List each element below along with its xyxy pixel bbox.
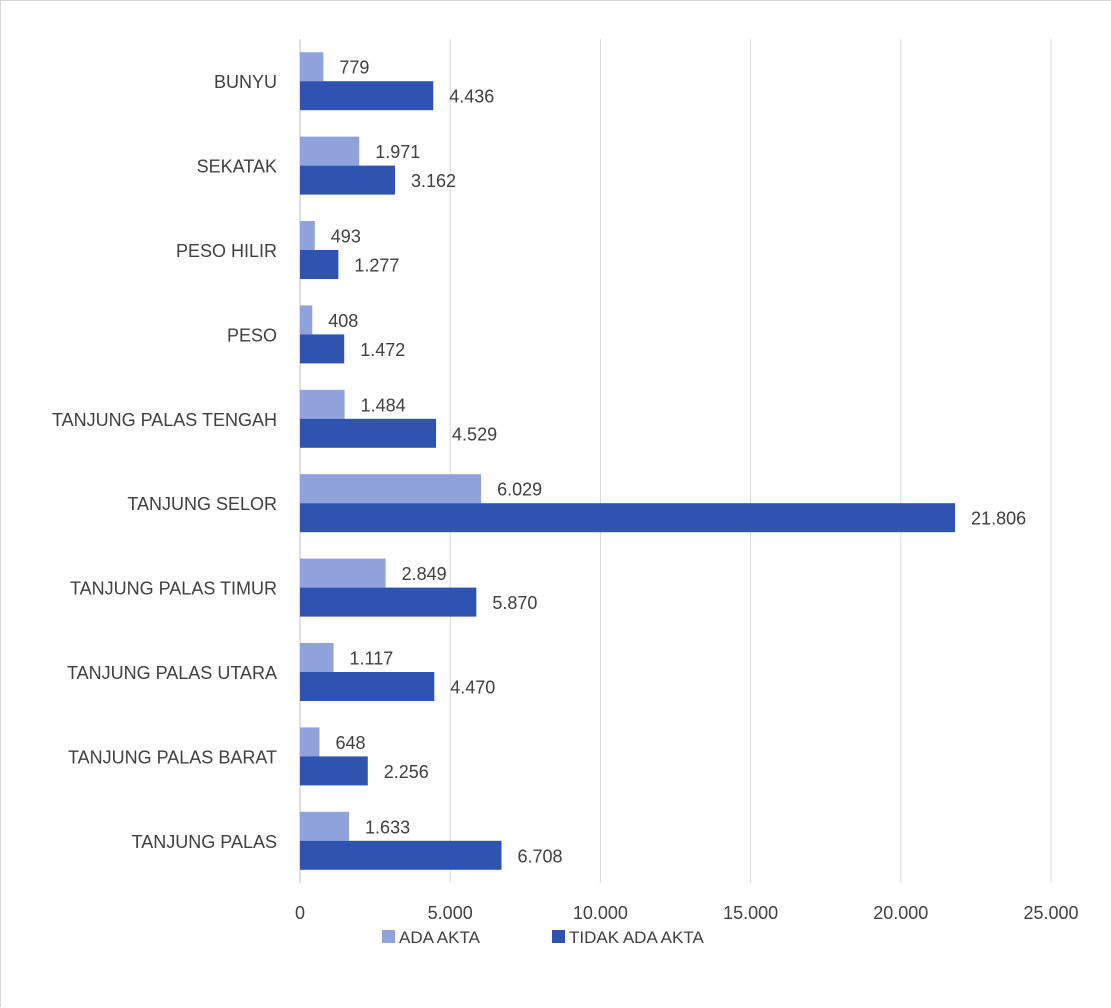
bar-tidak-ada-akta — [300, 418, 437, 448]
data-label: 4.470 — [450, 678, 495, 698]
data-label: 1.484 — [361, 395, 406, 415]
x-tick-label: 10.000 — [573, 903, 628, 923]
bar-tidak-ada-akta — [300, 503, 956, 533]
bar-tidak-ada-akta — [300, 840, 502, 870]
x-axis-ticks: 0 5.000 10.000 15.000 20.000 25.000 — [295, 903, 1079, 923]
data-label: 4.529 — [452, 424, 497, 444]
bar-ada-akta — [300, 474, 482, 504]
category-labels: BUNYU SEKATAK PESO HILIR PESO TANJUNG PALAS … — [52, 72, 277, 852]
bar-ada-akta — [300, 558, 386, 588]
data-label: 6.708 — [518, 846, 563, 866]
legend-swatch-ada-akta — [382, 930, 395, 943]
data-label: 648 — [335, 733, 365, 753]
bar-tidak-ada-akta — [300, 587, 477, 617]
data-label: 1.117 — [350, 649, 394, 669]
category-label: PESO HILIR — [176, 241, 277, 261]
category-label: TANJUNG PALAS BARAT — [68, 747, 277, 767]
bar-tidak-ada-akta — [300, 165, 395, 195]
category-label: SEKATAK — [197, 157, 277, 177]
legend: ADA AKTA TIDAK ADA AKTA — [382, 928, 704, 947]
bar-ada-akta — [300, 221, 315, 250]
data-label: 1.472 — [360, 340, 405, 360]
category-label: TANJUNG PALAS — [132, 832, 277, 852]
category-label: TANJUNG PALAS TIMUR — [70, 579, 277, 599]
bar-ada-akta — [300, 727, 320, 757]
bars — [300, 52, 956, 870]
bar-tidak-ada-akta — [300, 250, 339, 279]
x-tick-label: 20.000 — [873, 903, 928, 923]
data-label: 6.029 — [497, 480, 542, 500]
legend-label: ADA AKTA — [399, 928, 481, 947]
bar-tidak-ada-akta — [300, 81, 434, 111]
category-label: BUNYU — [214, 72, 277, 92]
data-label: 1.633 — [365, 817, 410, 837]
legend-swatch-tidak-ada-akta — [552, 930, 565, 943]
data-label: 21.806 — [971, 509, 1026, 529]
data-label: 1.277 — [354, 256, 399, 276]
data-label: 5.870 — [492, 593, 537, 613]
category-label: TANJUNG PALAS TENGAH — [52, 410, 277, 430]
bar-ada-akta — [300, 389, 345, 419]
data-label: 3.162 — [411, 171, 456, 191]
category-label: TANJUNG PALAS UTARA — [67, 663, 277, 683]
x-tick-label: 25.000 — [1023, 903, 1078, 923]
data-label: 4.436 — [449, 87, 494, 107]
x-tick-label: 0 — [295, 903, 305, 923]
x-tick-label: 5.000 — [428, 903, 473, 923]
bar-ada-akta — [300, 52, 324, 82]
x-tick-label: 15.000 — [723, 903, 778, 923]
bar-ada-akta — [300, 136, 360, 166]
legend-label: TIDAK ADA AKTA — [569, 928, 704, 947]
gridlines — [299, 39, 1052, 883]
data-label: 2.849 — [402, 564, 447, 584]
bar-ada-akta — [300, 643, 334, 672]
data-label: 408 — [328, 311, 358, 331]
data-label: 1.971 — [375, 142, 420, 162]
bar-tidak-ada-akta — [300, 756, 368, 786]
bar-ada-akta — [300, 811, 350, 841]
data-label: 493 — [331, 227, 361, 247]
category-label: TANJUNG SELOR — [127, 494, 277, 514]
category-label: PESO — [227, 325, 277, 345]
data-label: 779 — [339, 58, 369, 78]
bar-tidak-ada-akta — [300, 334, 345, 364]
bar-tidak-ada-akta — [300, 672, 435, 701]
bar-ada-akta — [300, 305, 313, 335]
data-label: 2.256 — [384, 762, 429, 782]
